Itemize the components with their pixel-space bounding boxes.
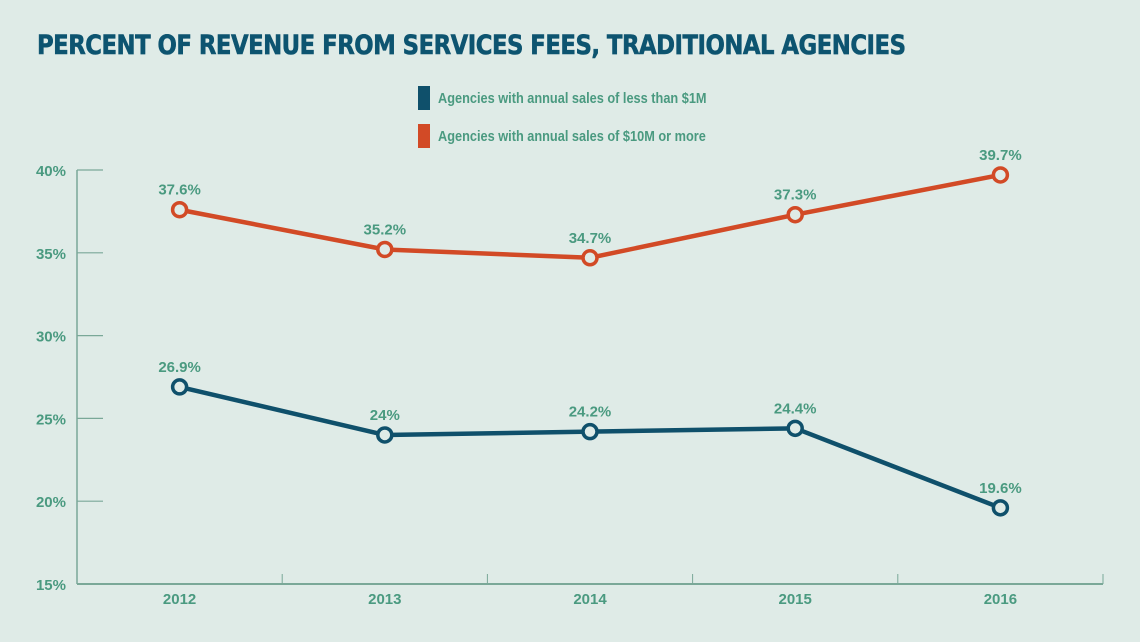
data-point-marker [991,499,1010,517]
data-point-marker [991,166,1010,184]
x-tick-label: 2014 [573,591,607,608]
x-tick-label: 2015 [779,591,812,608]
legend-label-small-agencies: Agencies with annual sales of less than … [438,89,707,107]
data-label: 37.6% [158,182,201,199]
y-tick-label: 25% [36,411,66,428]
chart-title: PERCENT OF REVENUE FROM SERVICES FEES, T… [37,30,907,62]
axes [76,169,1104,585]
x-tick-label: 2013 [368,591,401,608]
y-tick-label: 20% [36,494,66,511]
data-point-marker [581,249,599,267]
data-label: 37.3% [774,187,817,204]
legend-swatch-large-agencies [418,124,430,148]
data-label: 24.2% [569,404,612,421]
data-label: 26.9% [158,359,201,376]
legend: Agencies with annual sales of less than … [418,86,754,162]
data-labels: 26.9% 24% 24.2% 24.4% 19.6% 37.6% 35.2% 34.7% 37… [158,147,1021,497]
data-point-marker [170,200,189,219]
data-point-marker [170,378,189,396]
data-point-marker [376,426,394,444]
data-label: 24% [370,407,400,424]
x-tick-label: 2012 [163,591,196,608]
y-tick-label: 15% [36,577,66,594]
legend-label-large-agencies: Agencies with annual sales of $10M or mo… [438,127,706,145]
x-tick-labels: 2012 2013 2014 2015 2016 [163,591,1017,608]
y-tick-label: 40% [36,163,66,180]
legend-swatch-small-agencies [418,86,430,110]
y-tick-label: 35% [36,246,66,263]
data-point-marker [786,419,804,438]
series-lines [179,172,1002,510]
data-label: 19.6% [979,480,1022,497]
legend-item-large-agencies: Agencies with annual sales of $10M or mo… [418,124,754,148]
data-label: 24.4% [774,400,817,417]
data-point-marker [581,422,599,441]
data-label: 35.2% [364,221,407,238]
data-label: 34.7% [569,230,612,247]
y-tick-label: 30% [36,329,66,346]
x-tick-label: 2016 [984,591,1017,608]
series-markers [170,166,1010,517]
data-point-marker [786,205,804,224]
data-point-marker [376,240,394,259]
y-tick-labels: 15% 20% 25% 30% 35% 40% [36,163,66,594]
data-label: 39.7% [979,147,1022,164]
legend-item-small-agencies: Agencies with annual sales of less than … [418,86,754,110]
